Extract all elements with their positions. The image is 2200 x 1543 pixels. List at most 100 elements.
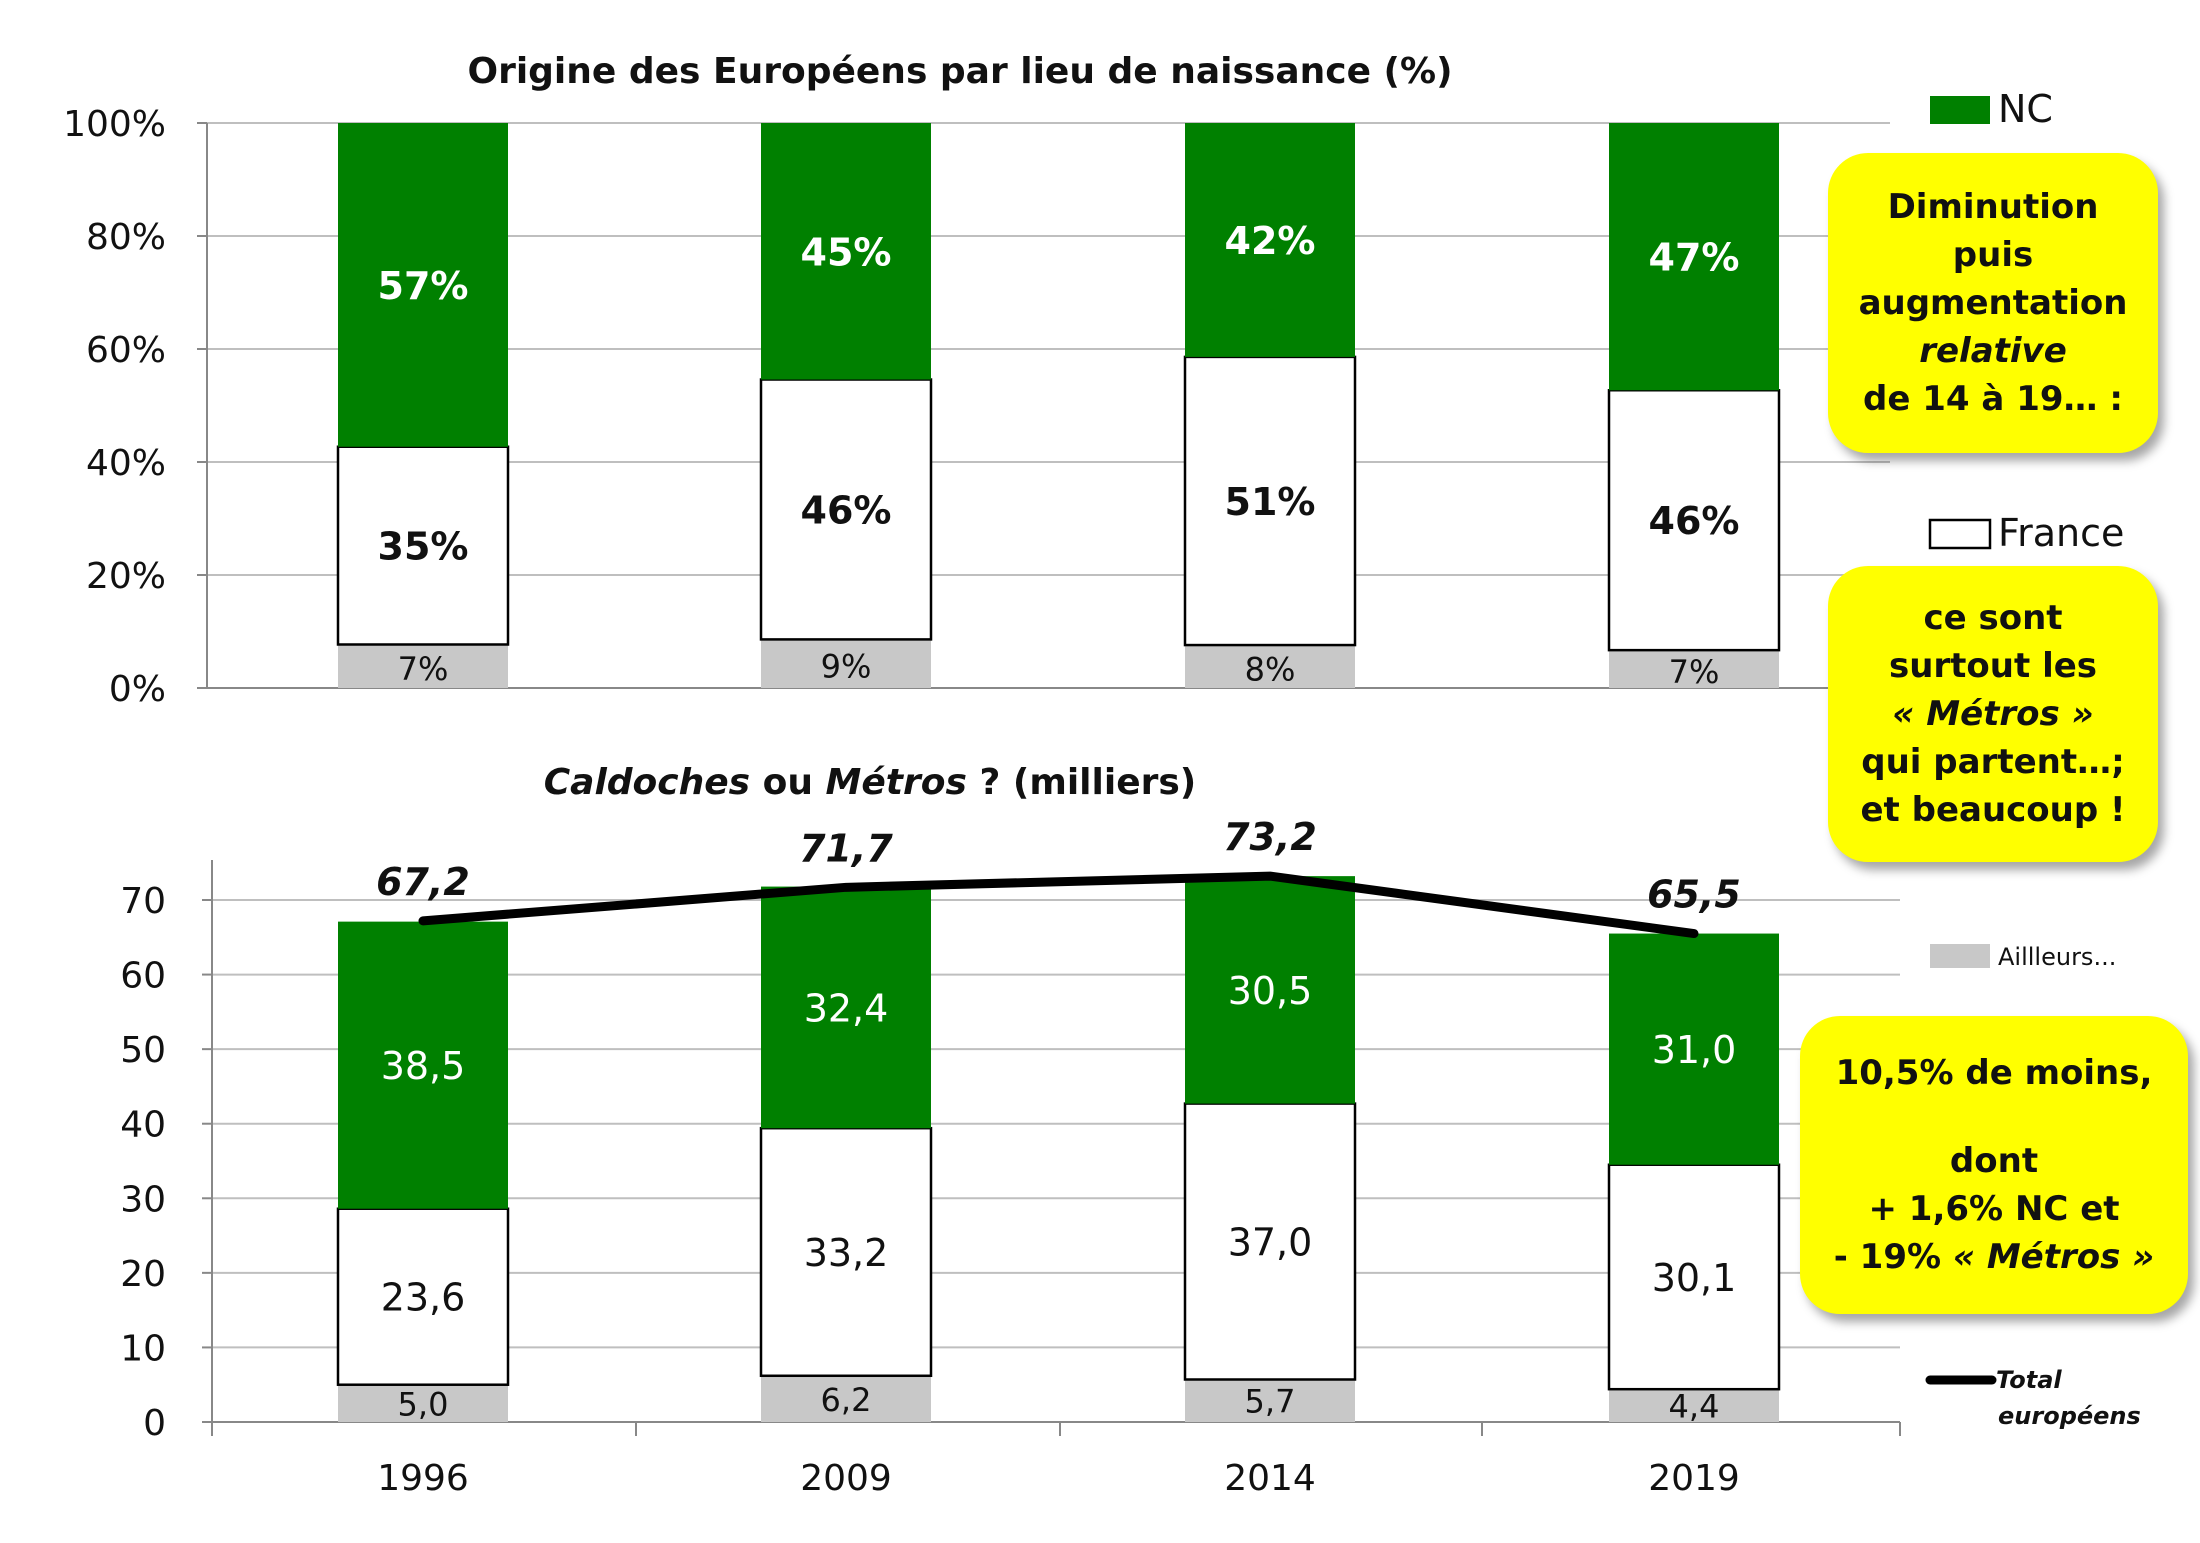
bottom-data-label-france: 30,1 — [1652, 1256, 1737, 1300]
bottom-data-label-nc: 30,5 — [1228, 969, 1313, 1013]
bottom-chart-title-part: ? (milliers) — [967, 762, 1196, 803]
top-bar-france — [336, 445, 510, 646]
legend-swatch-ailleurs — [1930, 944, 1990, 968]
bottom-y-tick-label: 60 — [120, 956, 166, 997]
top-data-label-ailleurs: 8% — [1245, 651, 1296, 689]
callout-diminution: Diminution puis augmentation relative de… — [1828, 153, 2158, 453]
total-data-label: 65,5 — [1647, 873, 1741, 917]
top-bar-france — [759, 378, 933, 641]
bottom-bar-nc — [761, 886, 931, 1129]
callout-diminution-line-3: augmentation — [1858, 283, 2128, 323]
callout-diminution-line-5: de 14 à 19… : — [1863, 379, 2123, 419]
top-data-label-france: 51% — [1225, 480, 1316, 524]
callout-metros-line-5: et beaucoup ! — [1860, 790, 2126, 830]
x-category-label: 2009 — [800, 1458, 892, 1499]
top-data-label-ailleurs: 9% — [821, 648, 872, 686]
callout-diminution-line-2: puis — [1952, 235, 2034, 275]
callout-moins-line-4: - 19% « Métros » — [1800, 1233, 2188, 1281]
bottom-data-label-ailleurs: 6,2 — [821, 1381, 872, 1419]
top-bar-ailleurs — [338, 644, 508, 688]
top-data-label-ailleurs: 7% — [398, 650, 449, 688]
top-bar-ailleurs — [1185, 645, 1355, 688]
legend-swatch-nc — [1930, 96, 1990, 124]
top-y-tick-label: 60% — [86, 330, 166, 371]
bottom-bar-nc — [1185, 876, 1355, 1104]
callout-moins-line-4b: « Métros » — [1952, 1237, 2155, 1277]
bottom-bar-ailleurs — [338, 1384, 508, 1422]
callout-moins-line-4a: - 19% — [1833, 1237, 1953, 1277]
top-bar-ailleurs — [1609, 650, 1779, 688]
top-data-label-france: 35% — [378, 525, 469, 569]
callout-moins-line-1: 10,5% de moins, — [1835, 1053, 2153, 1093]
bottom-data-label-france: 37,0 — [1228, 1221, 1313, 1265]
bottom-y-tick-label: 70 — [120, 881, 166, 922]
top-bar-nc — [1185, 123, 1355, 357]
top-data-label-nc: 47% — [1649, 236, 1740, 280]
top-data-label-nc: 45% — [801, 230, 892, 274]
bottom-chart-title: Caldoches ou Métros ? (milliers) — [544, 762, 1197, 803]
total-data-label: 73,2 — [1223, 815, 1317, 859]
top-chart-title: Origine des Européens par lieu de naissa… — [467, 51, 1452, 92]
legend-swatch-france — [1928, 518, 1992, 550]
x-category-label: 2019 — [1648, 1458, 1740, 1499]
callout-metros-line-2: surtout les — [1888, 646, 2098, 686]
bottom-bar-ailleurs — [761, 1375, 931, 1422]
bottom-chart-title-part: ou — [750, 762, 825, 803]
callout-moins: 10,5% de moins, dont + 1,6% NC et - 19% … — [1800, 1016, 2188, 1314]
legend-label-france: France — [1998, 511, 2124, 555]
top-data-label-france: 46% — [1649, 499, 1740, 543]
bottom-bar-france — [759, 1126, 933, 1378]
bottom-data-label-france: 33,2 — [804, 1231, 889, 1275]
callout-moins-line-2: dont — [1949, 1141, 2039, 1181]
top-bar-nc — [1609, 123, 1779, 391]
legend-label-ailleurs: Aillleurs... — [1998, 943, 2116, 971]
bottom-bar-ailleurs — [1185, 1379, 1355, 1422]
x-category-label: 2014 — [1224, 1458, 1316, 1499]
top-data-label-nc: 57% — [378, 264, 469, 308]
callout-moins-line-3: + 1,6% NC et — [1868, 1189, 2120, 1229]
bottom-y-tick-label: 30 — [120, 1179, 166, 1220]
bottom-data-label-nc: 31,0 — [1652, 1028, 1737, 1072]
bottom-data-label-france: 23,6 — [381, 1276, 466, 1320]
bottom-bar-ailleurs — [1609, 1389, 1779, 1422]
bottom-data-label-ailleurs: 5,7 — [1245, 1383, 1296, 1421]
bottom-data-label-ailleurs: 5,0 — [398, 1385, 449, 1423]
top-data-label-ailleurs: 7% — [1669, 653, 1720, 691]
top-bar-nc — [761, 123, 931, 380]
callout-moins-spacer — [1800, 1097, 2188, 1137]
callout-metros-line-4: qui partent…; — [1861, 742, 2125, 782]
callout-metros-line-1: ce sont — [1923, 598, 2063, 638]
callout-metros: ce sont surtout les « Métros » qui parte… — [1828, 566, 2158, 862]
bottom-chart: Caldoches ou Métros ? (milliers) 0 10 20 30 4… — [120, 762, 1901, 1499]
bottom-bar-nc — [1609, 933, 1779, 1165]
bottom-chart-title-part: Métros — [826, 762, 967, 803]
x-category-label: 1996 — [377, 1458, 469, 1499]
top-y-tick-label: 0% — [109, 669, 166, 710]
total-data-label: 71,7 — [799, 826, 893, 870]
top-bar-nc — [338, 123, 508, 447]
bottom-data-label-ailleurs: 4,4 — [1669, 1388, 1720, 1426]
bottom-y-tick-label: 40 — [120, 1105, 166, 1146]
total-europeens-line — [418, 871, 1699, 939]
bottom-y-tick-label: 10 — [120, 1328, 166, 1369]
top-chart: Origine des Européens par lieu de naissa… — [63, 51, 1890, 710]
bottom-data-label-nc: 38,5 — [381, 1044, 466, 1088]
legend: NC France Aillleurs... Total européens — [1925, 87, 2141, 1430]
bottom-data-label-nc: 32,4 — [804, 986, 889, 1030]
bottom-bar-nc — [338, 921, 508, 1209]
bottom-y-tick-label: 20 — [120, 1254, 166, 1295]
top-data-label-france: 46% — [801, 488, 892, 532]
top-y-tick-label: 80% — [86, 217, 166, 258]
legend-label-total-2: européens — [1998, 1402, 2141, 1430]
top-y-tick-label: 100% — [63, 104, 166, 145]
callout-metros-line-3: « Métros » — [1892, 694, 2094, 734]
legend-label-total-1: Total — [1996, 1366, 2062, 1394]
top-bar-france — [1183, 355, 1357, 647]
bottom-y-tick-label: 0 — [143, 1403, 166, 1444]
callout-diminution-line-4: relative — [1919, 331, 2067, 371]
bottom-y-tick-label: 50 — [120, 1030, 166, 1071]
top-bar-france — [1607, 388, 1781, 652]
bottom-chart-title-part: Caldoches — [544, 762, 750, 803]
top-data-label-nc: 42% — [1225, 219, 1316, 263]
